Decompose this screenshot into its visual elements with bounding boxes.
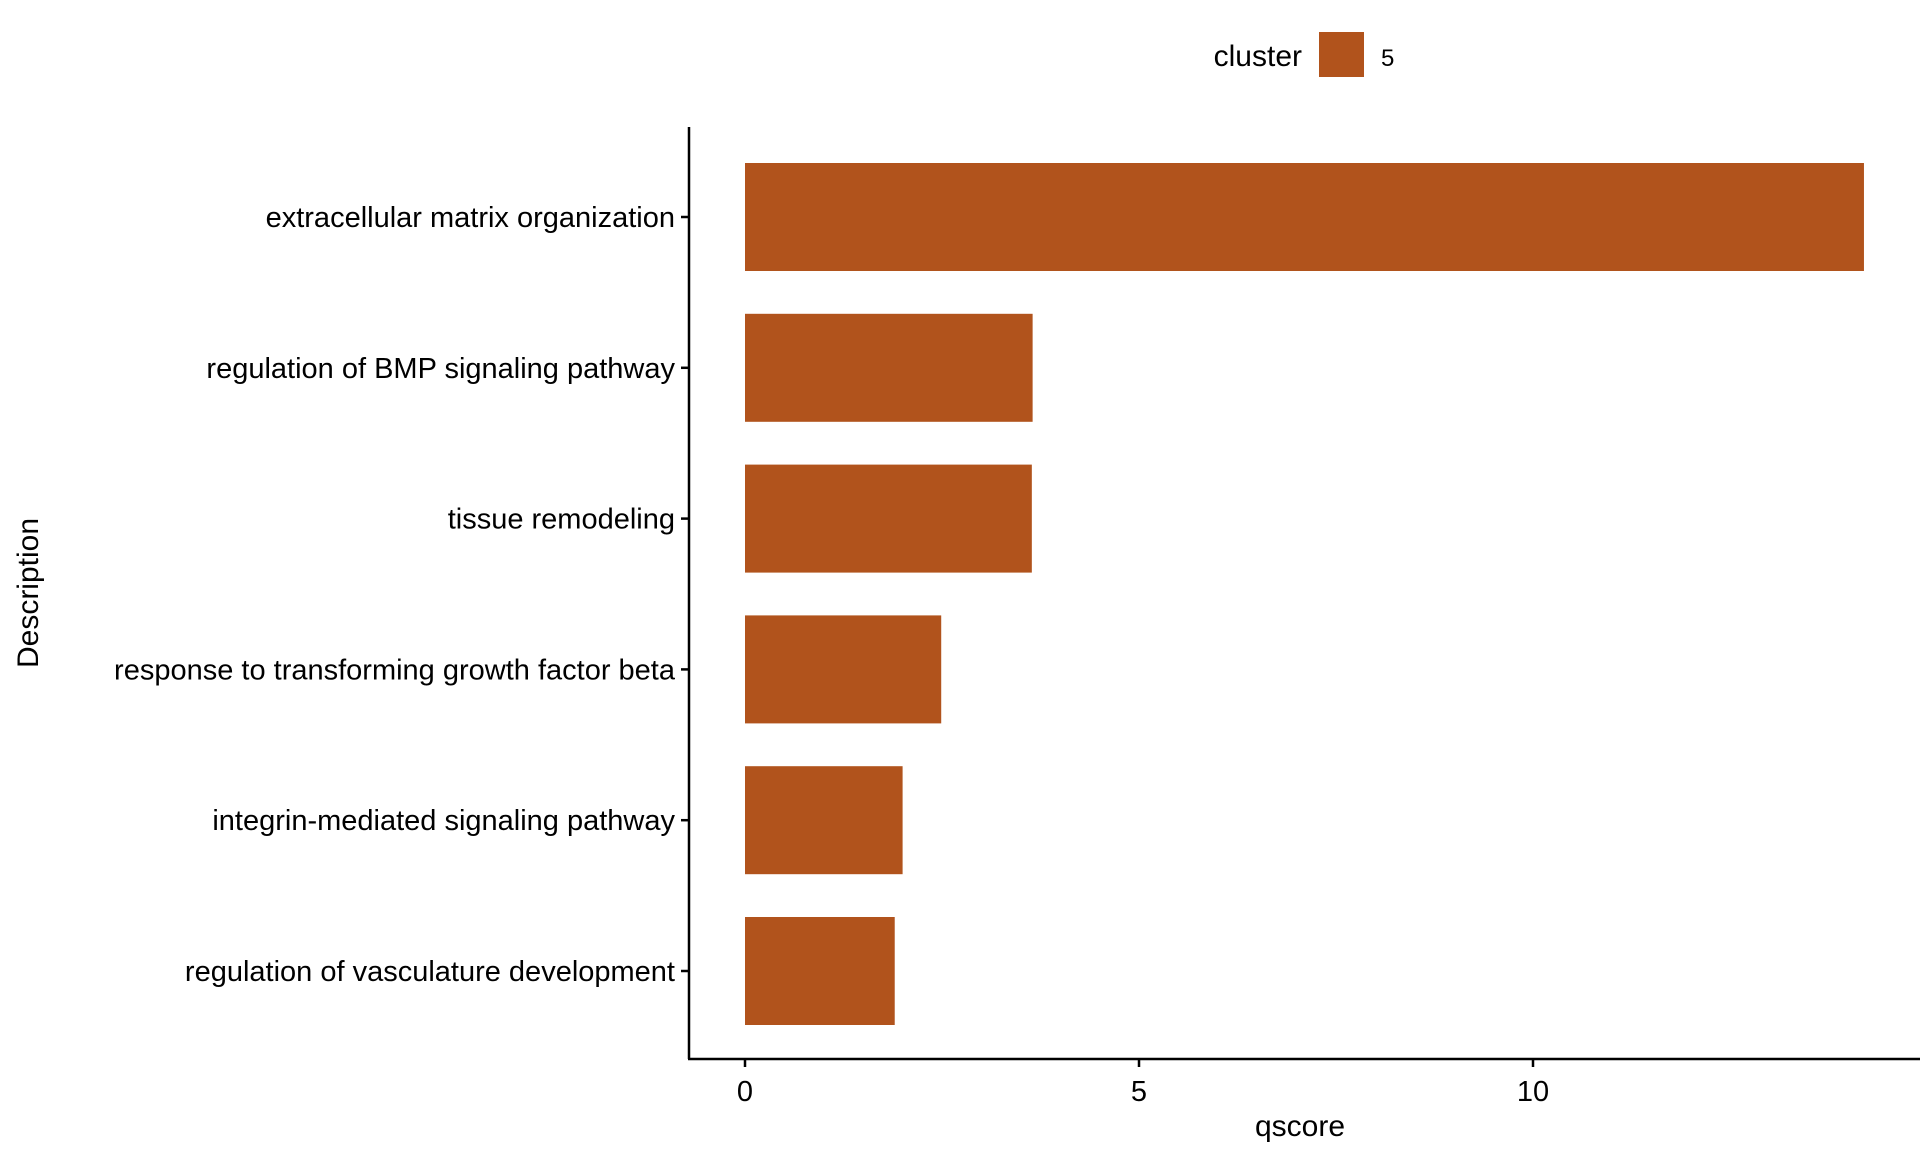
bar <box>745 464 1032 573</box>
x-tick-label: 5 <box>1131 1076 1147 1108</box>
x-axis-title: qscore <box>1255 1110 1345 1143</box>
y-tick-label: integrin-mediated signaling pathway <box>212 805 675 837</box>
legend-key-label: 5 <box>1381 45 1394 72</box>
y-tick-label: response to transforming growth factor b… <box>114 654 676 686</box>
y-tick-label: extracellular matrix organization <box>266 202 675 234</box>
bar <box>745 313 1033 422</box>
y-tick-label: regulation of vasculature development <box>185 956 675 988</box>
y-tick-label: regulation of BMP signaling pathway <box>206 353 675 385</box>
bar <box>745 615 942 724</box>
y-axis-title: Description <box>12 518 45 668</box>
x-tick-label: 10 <box>1517 1076 1549 1108</box>
y-axis-ticks: extracellular matrix organization regulat… <box>114 202 689 988</box>
legend: cluster 5 <box>1214 32 1394 77</box>
legend-key-swatch <box>1319 32 1364 77</box>
bars <box>745 163 1864 1025</box>
x-axis-ticks: 0 5 10 <box>737 1059 1549 1108</box>
y-tick-label: tissue remodeling <box>448 504 675 536</box>
bar <box>745 766 903 875</box>
plot-panel: extracellular matrix organization regulat… <box>114 127 1920 1108</box>
legend-title: cluster <box>1214 40 1302 73</box>
bar <box>745 917 895 1025</box>
bar <box>745 163 1864 271</box>
x-tick-label: 0 <box>737 1076 753 1108</box>
